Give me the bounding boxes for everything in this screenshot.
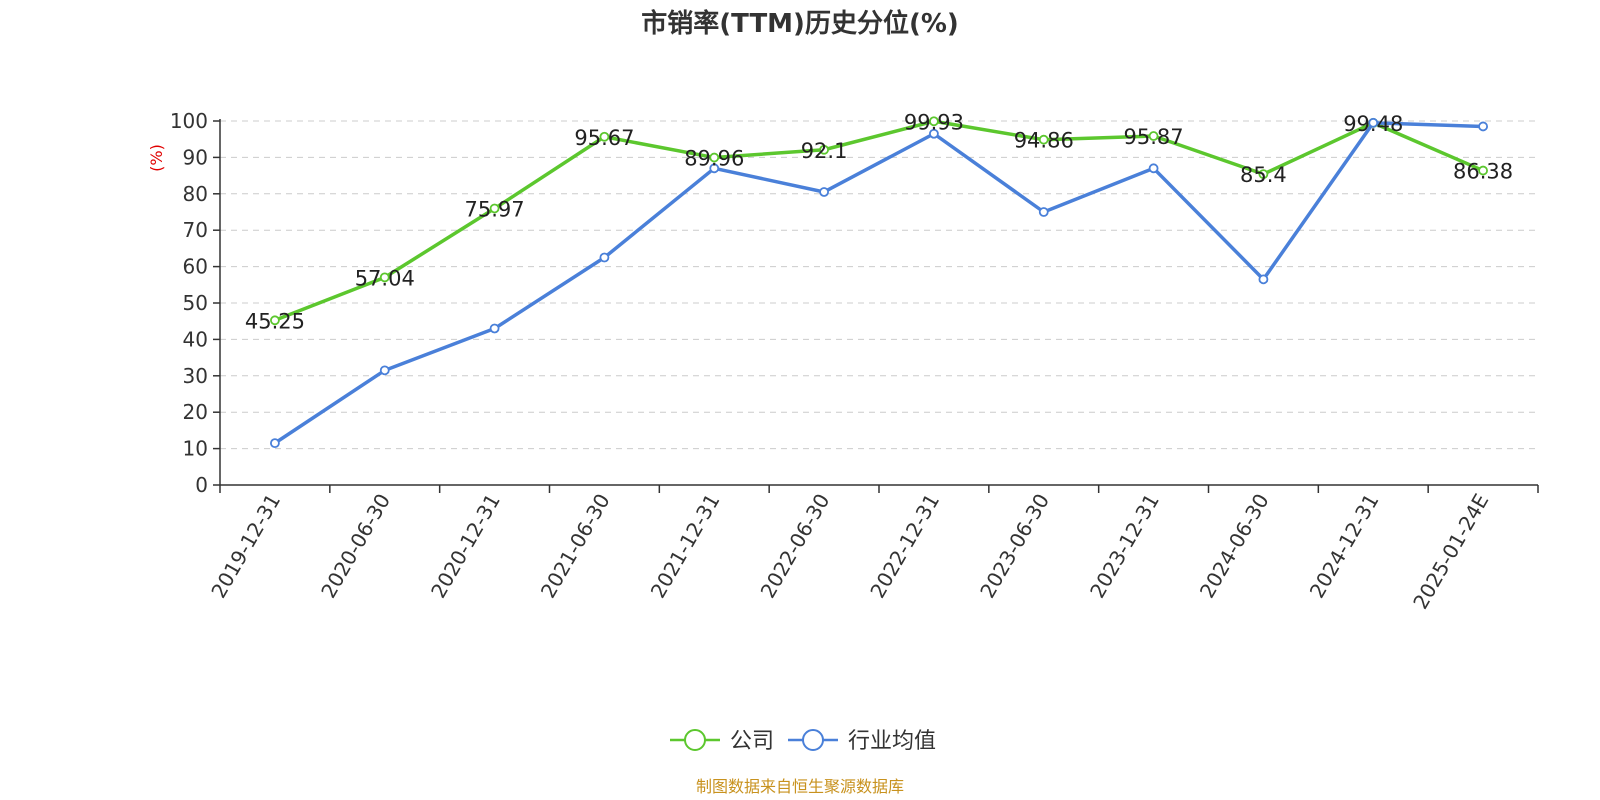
legend-item[interactable]: 行业均值 bbox=[788, 729, 936, 754]
data-point bbox=[599, 131, 610, 142]
legend-label: 行业均值 bbox=[848, 729, 936, 754]
data-point bbox=[599, 252, 610, 263]
data-point bbox=[929, 128, 939, 139]
axes: 0 10 20 30 40 50 60 70 80 90 100 2019-12-31 2020-06-… bbox=[170, 109, 1539, 614]
data-labels: 45.25 57.04 75.97 95.67 89.96 92.1 99.93 94.86 9… bbox=[245, 110, 1513, 333]
chart-title: 市销率(TTM)历史分位(%) bbox=[641, 8, 959, 39]
y-axis-label: (%) bbox=[147, 144, 166, 172]
source-note: 制图数据来自恒生聚源数据库 bbox=[696, 777, 904, 796]
y-tick-label: 40 bbox=[183, 327, 208, 351]
x-tick-label: 2020-06-30 bbox=[316, 490, 395, 603]
series-group bbox=[270, 116, 1488, 449]
data-point bbox=[709, 163, 720, 174]
data-point bbox=[489, 323, 500, 334]
x-tick-label: 2022-12-31 bbox=[865, 490, 944, 603]
y-tick-label: 60 bbox=[183, 255, 208, 279]
y-tick-label: 0 bbox=[195, 473, 208, 497]
x-tick-label: 2021-06-30 bbox=[536, 490, 615, 603]
data-point bbox=[270, 315, 280, 326]
legend-label: 公司 bbox=[730, 729, 774, 754]
data-point bbox=[270, 438, 280, 449]
x-tick-label: 2021-12-31 bbox=[646, 490, 725, 603]
data-point bbox=[489, 203, 500, 214]
data-point bbox=[819, 187, 829, 197]
x-tick-label: 2025-01-24E bbox=[1408, 490, 1493, 614]
data-label: 85.4 bbox=[1240, 163, 1287, 187]
data-point bbox=[709, 152, 720, 163]
y-tick-label: 10 bbox=[183, 437, 208, 461]
x-tick-label: 2023-12-31 bbox=[1085, 490, 1164, 603]
x-tick-label: 2023-06-30 bbox=[975, 490, 1054, 603]
y-tick-label: 100 bbox=[170, 109, 208, 133]
data-label: 89.96 bbox=[684, 147, 744, 171]
data-label: 75.97 bbox=[465, 197, 525, 221]
y-tick-label: 70 bbox=[183, 218, 208, 242]
y-tick-label: 50 bbox=[183, 291, 208, 315]
series-line bbox=[274, 119, 1484, 322]
data-label: 57.04 bbox=[355, 266, 415, 290]
data-point bbox=[1148, 163, 1159, 174]
y-tick-label: 30 bbox=[183, 364, 208, 388]
data-point bbox=[819, 144, 829, 155]
data-label: 45.25 bbox=[245, 309, 305, 333]
data-point bbox=[379, 272, 390, 283]
data-label: 94.86 bbox=[1014, 129, 1074, 153]
x-tick-label: 2022-06-30 bbox=[756, 490, 835, 603]
legend-item[interactable]: 公司 bbox=[670, 729, 774, 754]
y-tick-label: 90 bbox=[183, 145, 208, 169]
data-label: 95.67 bbox=[574, 126, 634, 150]
data-point bbox=[379, 365, 390, 376]
data-point bbox=[929, 116, 939, 127]
data-point bbox=[1258, 274, 1269, 285]
data-point bbox=[1368, 117, 1379, 128]
data-point bbox=[1038, 207, 1049, 217]
data-point bbox=[1258, 169, 1269, 180]
y-tick-label: 20 bbox=[183, 400, 208, 424]
data-point bbox=[1478, 121, 1488, 132]
legend-marker-icon bbox=[684, 729, 706, 751]
series-line bbox=[273, 121, 1484, 445]
data-point bbox=[1478, 165, 1488, 176]
x-tick-label: 2024-06-30 bbox=[1195, 490, 1274, 603]
x-tick-label: 2020-12-31 bbox=[426, 490, 505, 603]
data-point bbox=[1038, 134, 1049, 145]
legend-marker-icon bbox=[802, 729, 824, 751]
data-point bbox=[1148, 131, 1159, 141]
y-tick-label: 80 bbox=[183, 182, 208, 206]
data-label: 95.87 bbox=[1124, 125, 1184, 149]
data-label: 99.93 bbox=[904, 110, 964, 134]
data-label: 99.48 bbox=[1343, 112, 1403, 136]
x-tick-label: 2024-12-31 bbox=[1305, 490, 1384, 603]
data-label: 92.1 bbox=[801, 139, 848, 163]
data-label: 86.38 bbox=[1453, 160, 1513, 184]
legend[interactable]: 公司 行业均值 bbox=[670, 729, 936, 754]
x-tick-label: 2019-12-31 bbox=[206, 490, 285, 603]
